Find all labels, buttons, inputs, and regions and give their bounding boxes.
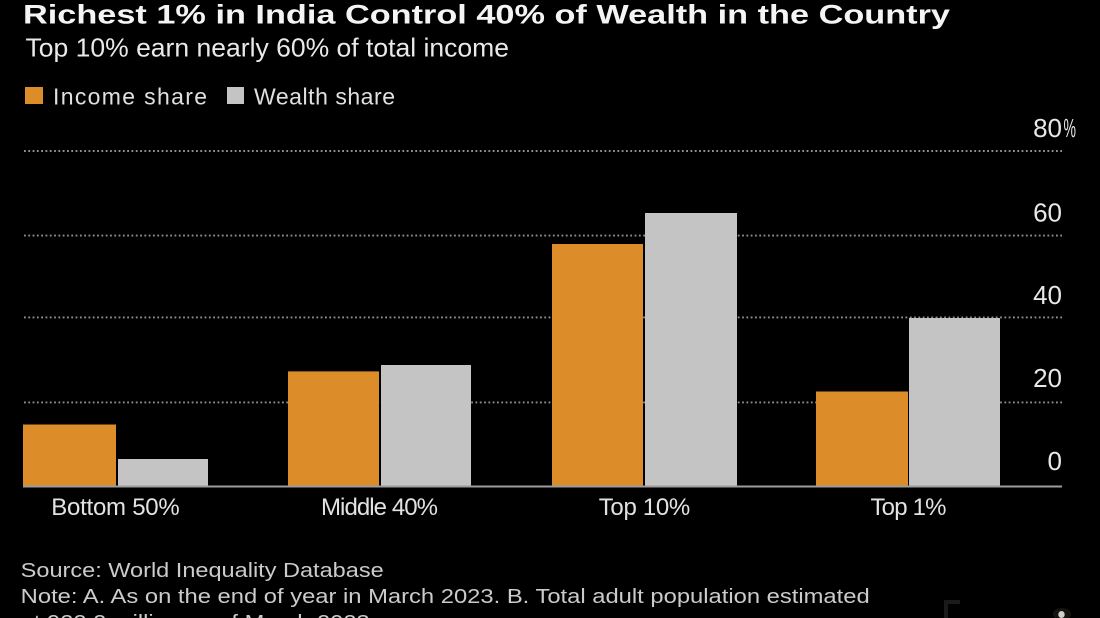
svg-text:80: 80 — [1033, 113, 1062, 143]
svg-text:Wealth share: Wealth share — [254, 84, 395, 110]
svg-text:Top 10% earn nearly 60% of tot: Top 10% earn nearly 60% of total income — [26, 33, 510, 63]
svg-text:Bottom 50%: Bottom 50% — [51, 494, 180, 521]
svg-text:20: 20 — [1033, 363, 1062, 393]
svg-text:0: 0 — [1048, 446, 1062, 476]
svg-text:Middle 40%: Middle 40% — [321, 494, 438, 521]
svg-text:Top 10%: Top 10% — [599, 494, 691, 521]
svg-text:Source: World Inequality Datab: Source: World Inequality Database — [21, 560, 384, 582]
svg-text:60: 60 — [1033, 198, 1062, 228]
svg-text:Note: A. As on the end of year: Note: A. As on the end of year in March … — [21, 586, 870, 608]
svg-text:Top 1%: Top 1% — [871, 494, 947, 521]
svg-text:Income share: Income share — [53, 84, 207, 110]
svg-text:40: 40 — [1033, 280, 1062, 310]
svg-text:%: % — [1064, 113, 1077, 143]
svg-text:Richest 1% in India Control 40: Richest 1% in India Control 40% of Wealt… — [23, 0, 950, 30]
svg-text:at 922.2 million as of March 2: at 922.2 million as of March 2023 — [21, 612, 370, 618]
